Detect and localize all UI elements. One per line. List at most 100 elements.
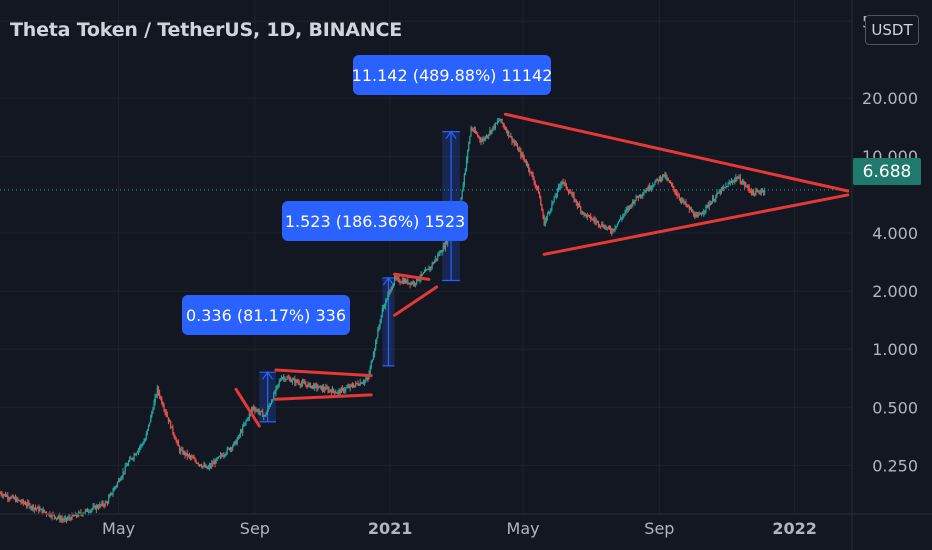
candle-body	[500, 119, 502, 121]
candle-body	[663, 174, 665, 176]
candle-body	[557, 186, 560, 190]
candle-body	[585, 214, 587, 218]
candle-body	[737, 178, 739, 180]
candle-body	[240, 431, 243, 433]
candle-body	[550, 209, 552, 212]
candle-body	[130, 458, 132, 460]
candle-body	[346, 387, 348, 389]
candle-body	[27, 502, 29, 506]
candle-body	[260, 410, 263, 412]
currency-unit-button[interactable]: USDT	[865, 15, 919, 45]
candle-body	[69, 517, 71, 519]
candle-body	[601, 223, 603, 226]
candle-body	[72, 514, 74, 516]
measure-callout-2[interactable]: 1.523 (186.36%) 1523	[282, 201, 468, 241]
candle-body	[597, 221, 600, 226]
measure-callout-1[interactable]: 0.336 (81.17%) 336	[182, 295, 350, 335]
candle-body	[669, 182, 672, 184]
candle-body	[264, 414, 266, 416]
candle-body	[494, 122, 496, 128]
candle-body	[514, 143, 516, 145]
candle-body	[463, 174, 465, 185]
candle-body	[386, 299, 388, 301]
candle-body	[642, 194, 644, 196]
chart-title: Theta Token / TetherUS, 1D, BINANCE	[10, 19, 403, 41]
candle-body	[211, 463, 213, 467]
candle-body	[105, 502, 107, 504]
candle-body	[433, 260, 436, 264]
candle-body	[222, 455, 224, 457]
candle-body	[51, 513, 53, 517]
candle-body	[534, 183, 536, 185]
candle-body	[598, 225, 601, 227]
candle-body	[198, 464, 201, 466]
candle-body	[639, 194, 642, 197]
y-tick-label: 0.500	[872, 398, 918, 417]
candle-body	[714, 199, 716, 201]
candle-body	[136, 451, 139, 454]
candle-body	[723, 187, 725, 189]
candle-body	[193, 458, 195, 460]
candle-body	[480, 139, 482, 142]
candle-body	[184, 451, 186, 455]
candle-body	[1, 494, 3, 496]
candle-body	[591, 219, 593, 221]
y-tick-label: 0.250	[872, 456, 918, 475]
candle-body	[263, 415, 265, 417]
candle-body	[713, 198, 715, 201]
candle-body	[493, 126, 495, 128]
candle-body	[707, 204, 709, 207]
candle-body	[664, 174, 666, 176]
candle-body	[619, 218, 622, 220]
candle-body	[462, 184, 464, 191]
candle-body	[673, 186, 675, 190]
candle-body	[484, 136, 486, 140]
candle-body	[311, 385, 314, 387]
candle-body	[401, 280, 403, 283]
candle-body	[335, 392, 337, 394]
candle-body	[306, 384, 308, 387]
candle-body	[243, 425, 245, 427]
candle-body	[489, 130, 491, 135]
candle-body	[212, 463, 214, 465]
candle-body	[704, 210, 706, 213]
candle-body	[487, 135, 489, 138]
candle-body	[588, 215, 591, 217]
candle-body	[122, 471, 124, 477]
candle-body	[358, 384, 360, 386]
candle-body	[690, 208, 693, 212]
candle-body	[215, 458, 217, 464]
candle-body	[670, 183, 673, 186]
candle-body	[349, 384, 351, 388]
candle-body	[755, 190, 757, 196]
trendlines[interactable]	[234, 112, 850, 428]
candle-body	[731, 181, 734, 183]
candle-body	[749, 190, 751, 192]
candle-body	[84, 510, 86, 513]
candle-body	[275, 387, 277, 393]
candle-body	[662, 174, 664, 179]
candle-body	[191, 457, 193, 459]
candle-body	[649, 188, 652, 190]
candle-body	[205, 466, 207, 468]
candle-body	[436, 258, 438, 260]
candle-body	[35, 508, 38, 510]
candle-body	[718, 190, 720, 194]
candle-body	[715, 195, 717, 200]
trendline	[393, 285, 439, 317]
candle-body	[375, 341, 377, 349]
candle-body	[512, 141, 514, 143]
candle-body	[150, 415, 152, 423]
candle-body	[416, 278, 418, 284]
candle-body	[127, 461, 130, 466]
candle-body	[273, 393, 275, 400]
candle-body	[20, 501, 22, 503]
candle-body	[537, 187, 540, 194]
candle-body	[738, 177, 740, 179]
candle-body	[648, 186, 651, 189]
candle-body	[764, 190, 766, 193]
candle-body	[86, 509, 89, 512]
candle-body	[626, 208, 628, 210]
candle-body	[197, 463, 199, 465]
measure-callout-3[interactable]: 11.142 (489.88%) 11142	[352, 55, 552, 95]
